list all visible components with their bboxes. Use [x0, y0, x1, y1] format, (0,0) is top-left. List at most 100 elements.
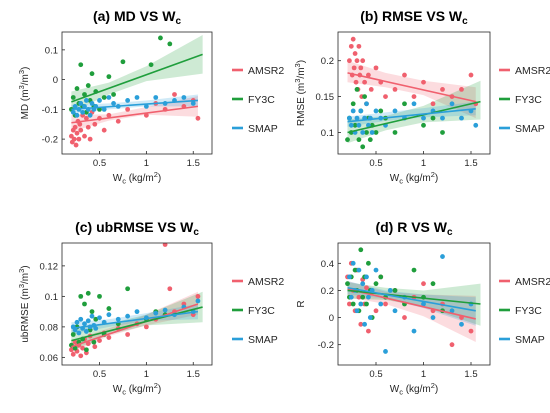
- data-point-smap: [87, 112, 93, 118]
- data-point-smap: [101, 106, 107, 112]
- data-point-amsr2: [78, 353, 84, 359]
- fit-line-amsr2: [71, 303, 199, 348]
- data-point-fy3c: [111, 92, 116, 97]
- ylabel-main: MD (m: [20, 89, 31, 119]
- data-point-fy3c: [392, 130, 398, 135]
- y-tick-label: 0.2: [321, 286, 334, 297]
- data-point-amsr2: [92, 121, 98, 127]
- data-point-amsr2: [392, 87, 398, 92]
- x-axis-label: Wc (kg/m2): [390, 381, 439, 397]
- y-tick-label: 0.1: [321, 128, 334, 139]
- data-point-smap: [459, 321, 464, 327]
- panel-title: (b) RMSE VS Wc: [360, 8, 468, 27]
- data-point-fy3c: [364, 301, 369, 307]
- data-point-amsr2: [468, 328, 474, 334]
- data-point-smap: [373, 108, 379, 114]
- data-point-fy3c: [72, 345, 78, 351]
- data-point-amsr2: [356, 294, 362, 300]
- data-point-fy3c: [440, 130, 445, 135]
- data-point-smap: [392, 108, 398, 114]
- data-point-fy3c: [362, 94, 367, 99]
- data-point-smap: [364, 274, 369, 280]
- xlabel-close: ): [435, 173, 438, 184]
- data-point-smap: [190, 101, 196, 106]
- plot-area: [68, 34, 203, 148]
- y-tick-label: -0.2: [318, 340, 334, 351]
- title-main: (c) ubRMSE VS W: [75, 219, 194, 235]
- legend-label-fy3c: FY3C: [248, 94, 275, 106]
- data-point-amsr2: [143, 112, 149, 118]
- data-point-smap: [362, 321, 367, 327]
- data-point-fy3c: [352, 122, 358, 128]
- data-point-amsr2: [97, 338, 102, 343]
- x-tick-label: 1: [144, 369, 149, 380]
- data-point-smap: [473, 122, 479, 128]
- legend-label-fy3c: FY3C: [515, 94, 542, 106]
- data-point-fy3c: [70, 95, 76, 100]
- data-point-amsr2: [195, 293, 201, 299]
- xlabel-close: ): [158, 384, 161, 395]
- data-point-fy3c: [350, 301, 356, 307]
- data-point-smap: [378, 301, 384, 307]
- data-point-smap: [421, 301, 426, 307]
- x-axis-label: Wc (kg/m2): [113, 170, 162, 186]
- data-point-amsr2: [72, 339, 78, 345]
- data-point-smap: [106, 312, 112, 318]
- data-point-smap: [82, 321, 87, 327]
- xlabel-subscript: c: [399, 177, 403, 186]
- data-point-fy3c: [85, 83, 91, 88]
- data-point-fy3c: [97, 293, 102, 299]
- data-point-smap: [89, 101, 95, 106]
- data-point-smap: [358, 301, 364, 307]
- title-main: (a) MD VS W: [93, 8, 176, 24]
- data-point-fy3c: [356, 137, 362, 143]
- data-point-smap: [153, 95, 159, 100]
- ylabel-sup: 3: [293, 79, 302, 83]
- data-point-smap: [411, 101, 417, 107]
- data-point-fy3c: [93, 316, 99, 322]
- data-point-amsr2: [356, 43, 362, 49]
- plot-area: [345, 36, 481, 150]
- data-point-fy3c: [352, 267, 358, 273]
- data-point-fy3c: [354, 87, 360, 92]
- data-point-amsr2: [411, 94, 417, 99]
- data-point-fy3c: [82, 301, 87, 307]
- x-tick-label: 1.5: [187, 369, 200, 380]
- data-point-smap: [111, 101, 116, 106]
- y-axis-label: MD (m3/m3): [17, 67, 31, 120]
- data-point-amsr2: [402, 315, 407, 320]
- data-point-smap: [440, 115, 445, 121]
- data-point-amsr2: [347, 301, 352, 307]
- data-point-fy3c: [358, 247, 364, 253]
- data-point-smap: [74, 112, 80, 118]
- data-point-smap: [195, 298, 201, 304]
- y-axis-label: R: [296, 300, 307, 307]
- data-point-amsr2: [76, 136, 82, 142]
- xlabel-main: W: [113, 173, 123, 184]
- legend-label-fy3c: FY3C: [248, 305, 275, 317]
- ylabel-mid: /m: [20, 74, 31, 85]
- x-tick-label: 1.5: [464, 158, 477, 169]
- xlabel-unit: (kg/m: [403, 173, 431, 184]
- data-point-amsr2: [68, 347, 74, 353]
- data-point-amsr2: [83, 115, 89, 121]
- data-point-smap: [348, 122, 354, 128]
- data-point-fy3c: [101, 95, 107, 100]
- data-point-smap: [85, 318, 91, 324]
- data-point-amsr2: [162, 243, 168, 247]
- data-point-smap: [449, 308, 455, 314]
- data-point-fy3c: [70, 332, 76, 337]
- data-point-fy3c: [402, 101, 407, 107]
- fit-line-smap: [347, 107, 476, 123]
- data-point-fy3c: [373, 281, 379, 287]
- y-tick-label: 0: [329, 313, 334, 324]
- data-point-amsr2: [373, 308, 379, 314]
- data-point-amsr2: [368, 87, 374, 92]
- data-point-smap: [115, 316, 121, 322]
- data-point-smap: [373, 267, 379, 273]
- title-subscript: c: [462, 16, 468, 27]
- y-tick-label: -0.1: [42, 105, 58, 116]
- x-axis-label: Wc (kg/m2): [113, 381, 162, 397]
